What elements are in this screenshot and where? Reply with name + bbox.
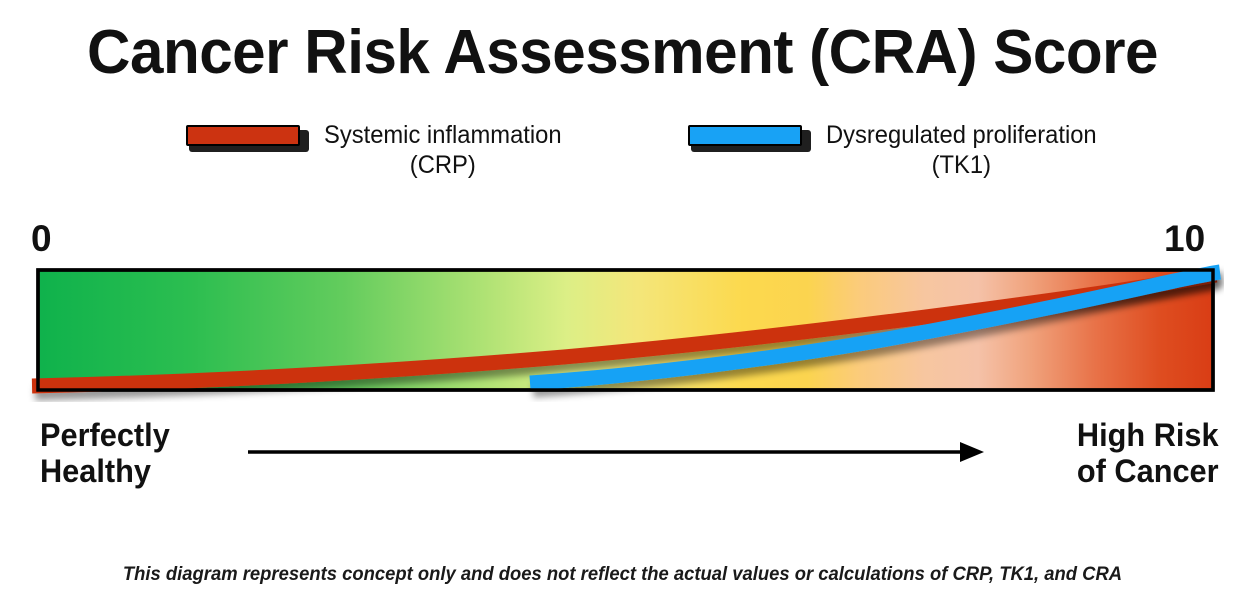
- legend-label-tk1-line2: (TK1): [931, 151, 992, 179]
- label-left-line1: Perfectly: [40, 417, 170, 453]
- scale-min-label: 0: [31, 218, 52, 259]
- legend-label-crp: Systemic inflammation (CRP): [324, 120, 562, 180]
- legend-label-tk1-line1: Dysregulated proliferation: [826, 121, 1097, 149]
- legend-item-crp[interactable]: Systemic inflammation (CRP): [186, 120, 574, 180]
- chart-legend: Systemic inflammation (CRP) Dysregulated…: [0, 120, 1245, 182]
- label-left-line2: Healthy: [40, 453, 151, 489]
- chart-canvas: [31, 264, 1222, 394]
- page-title: Cancer Risk Assessment (CRA) Score: [87, 18, 1158, 87]
- footnote-disclaimer: This diagram represents concept only and…: [122, 564, 1123, 585]
- scale-max-label: 10: [1164, 218, 1206, 259]
- risk-gradient-chart: [24, 262, 1224, 402]
- legend-swatch-red: [186, 125, 300, 146]
- legend-item-tk1[interactable]: Dysregulated proliferation (TK1): [688, 120, 1111, 180]
- label-right-line2: of Cancer: [1077, 453, 1219, 489]
- label-high-risk-of-cancer: High Risk of Cancer: [1077, 417, 1219, 489]
- progression-arrow-icon: [248, 442, 984, 462]
- legend-swatch-blue: [688, 125, 802, 146]
- legend-label-crp-line1: Systemic inflammation: [324, 121, 562, 149]
- tk1-curve: [529, 264, 1222, 391]
- label-perfectly-healthy: Perfectly Healthy: [40, 417, 170, 489]
- legend-label-tk1: Dysregulated proliferation (TK1): [826, 120, 1097, 180]
- label-right-line1: High Risk: [1077, 417, 1219, 453]
- legend-label-crp-line2: (CRP): [409, 151, 476, 179]
- chart-frame: [36, 268, 1215, 392]
- legend-swatch-red-icon: [186, 125, 309, 152]
- legend-swatch-blue-icon: [688, 125, 811, 152]
